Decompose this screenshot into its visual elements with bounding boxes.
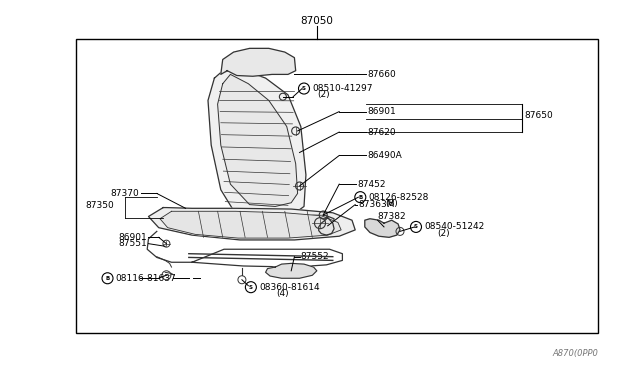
Polygon shape (160, 211, 341, 238)
Text: 87370: 87370 (111, 189, 140, 198)
Text: 87363M: 87363M (358, 200, 395, 209)
Text: (2): (2) (317, 90, 330, 99)
Text: (8): (8) (385, 199, 398, 208)
Text: 08360-81614: 08360-81614 (259, 283, 320, 292)
Text: A870(0PP0: A870(0PP0 (552, 349, 598, 358)
Text: S: S (414, 224, 418, 230)
Text: 86901: 86901 (118, 233, 147, 242)
Text: 87350: 87350 (85, 201, 114, 210)
Text: 87382: 87382 (378, 212, 406, 221)
Text: 87620: 87620 (367, 128, 396, 137)
Text: 08116-81637: 08116-81637 (115, 274, 176, 283)
Text: 86490A: 86490A (367, 151, 402, 160)
Text: 87660: 87660 (367, 70, 396, 79)
Polygon shape (266, 263, 317, 278)
Polygon shape (208, 69, 306, 218)
Text: S: S (249, 285, 253, 290)
Polygon shape (218, 74, 298, 206)
Text: (2): (2) (437, 229, 450, 238)
Bar (76, 39, 598, 333)
Text: (4): (4) (276, 289, 289, 298)
Text: B: B (358, 195, 362, 200)
Text: 08510-41297: 08510-41297 (312, 84, 373, 93)
Polygon shape (319, 218, 334, 235)
Text: 87551: 87551 (118, 239, 147, 248)
Text: 86901: 86901 (367, 107, 396, 116)
Text: 08126-82528: 08126-82528 (369, 193, 429, 202)
Polygon shape (365, 219, 400, 237)
Text: 87452: 87452 (357, 180, 386, 189)
Text: 87650: 87650 (525, 111, 554, 120)
Polygon shape (221, 48, 296, 76)
Text: S: S (302, 86, 306, 91)
Text: B: B (106, 276, 109, 281)
Polygon shape (148, 208, 355, 240)
Text: 87552: 87552 (301, 252, 330, 261)
Text: 08540-51242: 08540-51242 (424, 222, 484, 231)
Text: 87050: 87050 (300, 16, 333, 26)
